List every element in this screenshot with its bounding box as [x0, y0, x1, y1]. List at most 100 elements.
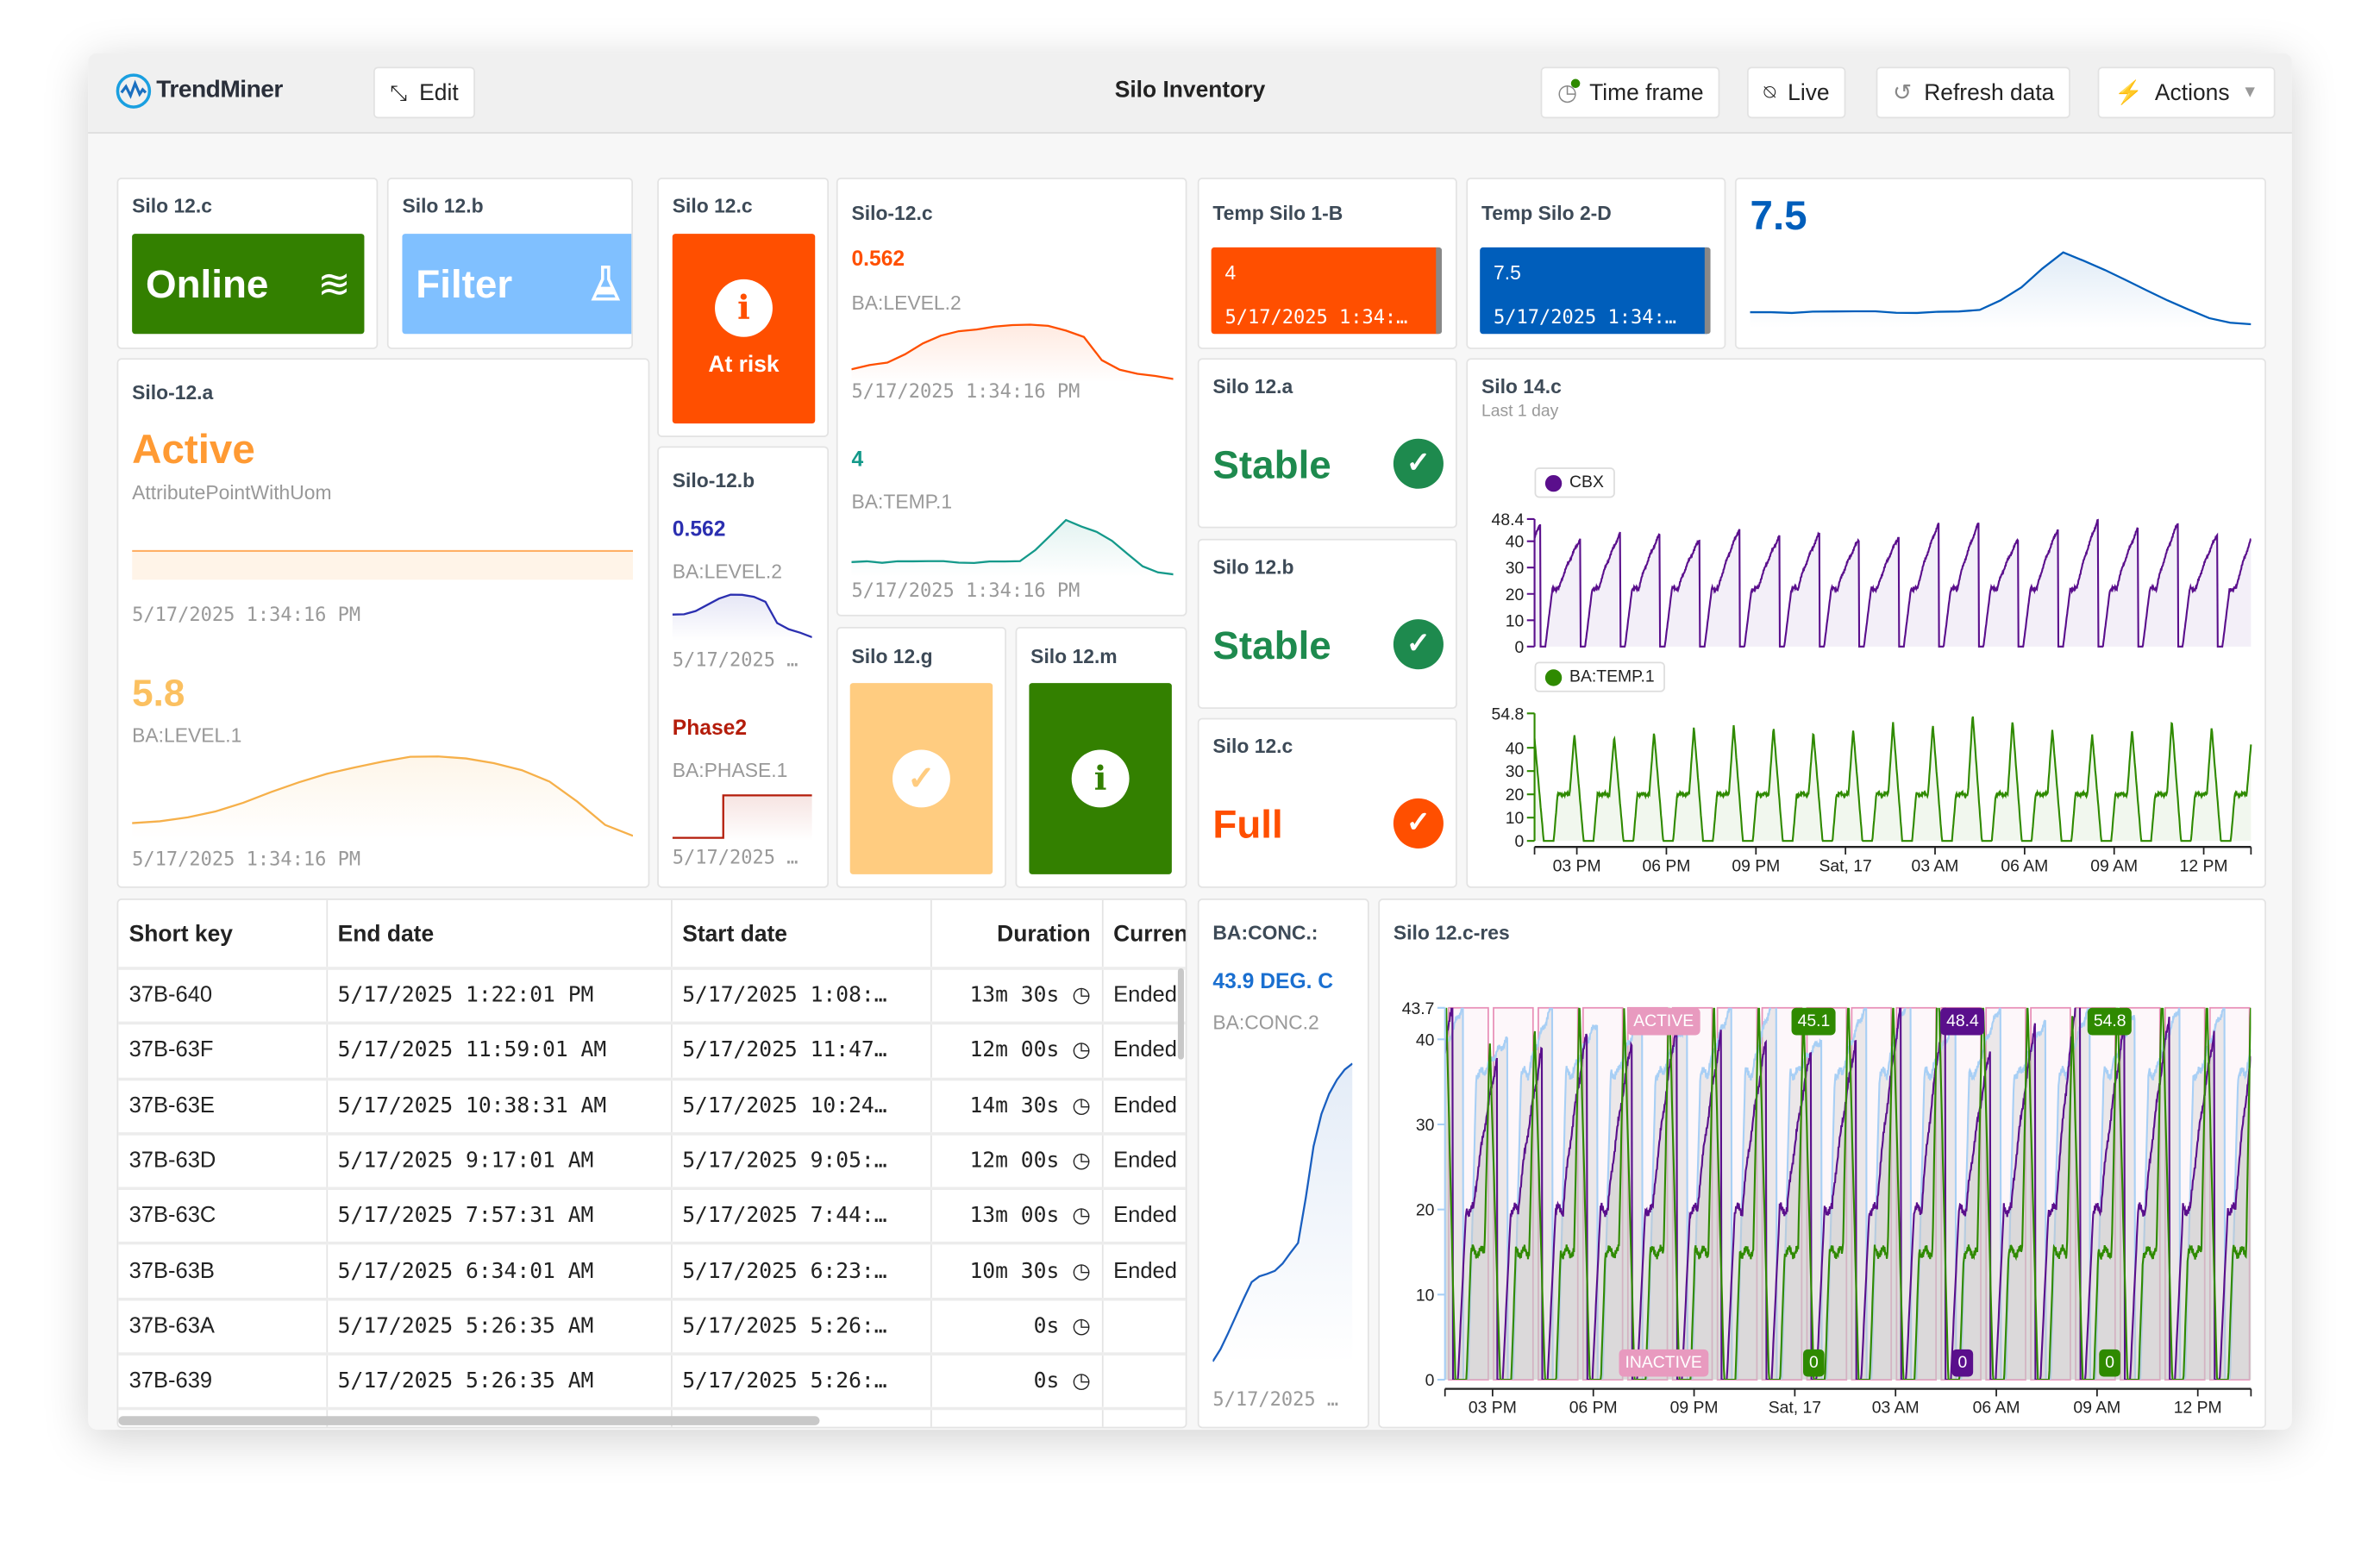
sparkline-line	[132, 755, 634, 837]
temp1-series-area	[1534, 716, 2252, 842]
silo-14c-chart: 48.4 40 30 20 10 0 54.8 40 30 20 10 0 03 PM 06 PM 09 P…	[1492, 510, 2252, 875]
temp1-sparkline	[851, 518, 1174, 577]
table-cell: 0s ◷	[930, 1299, 1103, 1356]
check-circle-icon: ✓	[1393, 619, 1444, 670]
table-row[interactable]: 37B-63D 5/17/2025 9:17:01 AM 5/17/2025 9:0…	[118, 1133, 1186, 1191]
tile-silo-12b-filter[interactable]: Silo 12.b Filter	[386, 177, 634, 349]
y-tick-label: 0	[1514, 638, 1524, 657]
legend-cbx[interactable]: CBX	[1534, 467, 1615, 498]
table-cell: 5/17/2025 10:24…	[671, 1078, 931, 1136]
table-cell: 13m 30s ◷	[930, 968, 1103, 1025]
tile-temp-silo-1b[interactable]: Temp Silo 1-B 4 5/17/2025 1:34:…	[1197, 177, 1457, 349]
table-cell: 5/17/2025 7:44:…	[671, 1188, 931, 1246]
tile-silo-12c-level[interactable]: Silo-12.c 0.562 BA:LEVEL.2 5/17/2025 1:3…	[836, 177, 1187, 617]
vertical-scrollbar[interactable]	[1177, 968, 1184, 1060]
tag-name: BA:LEVEL.1	[132, 723, 242, 748]
state-label: Full	[1212, 801, 1283, 848]
table-row[interactable]: 37B-63E 5/17/2025 10:38:31 AM 5/17/2025 10…	[118, 1078, 1186, 1136]
table-cell: 5/17/2025 5:26:…	[671, 1354, 931, 1411]
value: 0.562	[672, 516, 726, 541]
tile-silo-14c-chart[interactable]: Silo 14.c Last 1 day CBX BA:TEMP.1 48.4 4…	[1466, 358, 2266, 888]
events-table-panel[interactable]: Short key End date Start date Duration Curre…	[116, 899, 1187, 1429]
sparkline-line	[672, 794, 812, 839]
silo-12c-res-chart: 43.7 40 30 20 10 0 03 PM 06 PM 09 PM Sat, 17 03 AM…	[1402, 999, 2252, 1418]
time-frame-button[interactable]: ◷ Time frame	[1540, 66, 1720, 119]
y-tick-label: 43.7	[1402, 999, 1435, 1018]
min-value-label: 0	[2099, 1349, 2121, 1377]
sparkline	[1750, 251, 2252, 329]
y-tick-label: 40	[1506, 739, 1525, 758]
legend-temp1[interactable]: BA:TEMP.1	[1534, 661, 1666, 692]
live-button[interactable]: ⍉ Live	[1746, 66, 1847, 119]
clock-icon: ◷	[1072, 1314, 1091, 1339]
level2-sparkline	[672, 593, 812, 641]
check-circle-icon: ✓	[1393, 798, 1444, 849]
min-value-label: 0	[1803, 1349, 1825, 1377]
tile-silo-12c-full[interactable]: Silo 12.c Full ✓	[1197, 717, 1457, 888]
tile-silo-12a[interactable]: Silo-12.a Active AttributePointWithUom 5…	[116, 358, 650, 888]
status-block: i	[1029, 683, 1172, 874]
header: TrendMiner ⤡ Edit Silo Inventory ◷ Time fr…	[88, 53, 2292, 134]
tile-silo-12b-stable[interactable]: Silo 12.b Stable ✓	[1197, 538, 1457, 710]
legend-dot	[1544, 474, 1563, 492]
tile-temp-silo-2d[interactable]: Temp Silo 2-D 7.5 5/17/2025 1:34:…	[1466, 177, 1726, 349]
max-value-label: 48.4	[1940, 1007, 1985, 1036]
horizontal-scrollbar[interactable]	[118, 1416, 820, 1425]
x-tick-label: 09 PM	[1670, 1399, 1719, 1418]
tile-silo-12c-at-risk[interactable]: Silo 12.c i At risk	[657, 177, 830, 437]
tile-silo-12g[interactable]: Silo 12.g ✓	[836, 626, 1007, 888]
timestamp: 5/17/2025 1:34:16 PM	[132, 847, 361, 870]
table-cell: 5/17/2025 1:08:…	[671, 968, 931, 1025]
waves-icon: ≋	[317, 260, 351, 306]
actions-button[interactable]: ⚡ Actions ▼	[2097, 66, 2276, 119]
table-row[interactable]: 37B-640 5/17/2025 1:22:01 PM 5/17/2025 1:0…	[118, 968, 1186, 1025]
table-cell: 37B-63D	[118, 1133, 328, 1191]
attribute-name: AttributePointWithUom	[132, 480, 332, 504]
timestamp: 5/17/2025 …	[672, 648, 799, 672]
level2-sparkline	[851, 323, 1174, 383]
sparkline-area	[851, 520, 1174, 577]
flask-icon	[591, 266, 621, 301]
column-header[interactable]: End date	[326, 899, 672, 970]
tile-silo-12c-res-chart[interactable]: Silo 12.c-res 43.7 40 30 20 10 0 03 PM 06 PM 09 …	[1378, 899, 2266, 1429]
table-row[interactable]: 37B-639 5/17/2025 5:26:35 AM 5/17/2025 5:2…	[118, 1354, 1186, 1411]
table-cell: Ended	[1101, 1133, 1186, 1191]
table-row[interactable]: 37B-63F 5/17/2025 11:59:01 AM 5/17/2025 11…	[118, 1023, 1186, 1080]
column-header[interactable]: Start date	[671, 899, 931, 970]
tile-ba-conc[interactable]: BA:CONC.: 43.9 DEG. C BA:CONC.2 5/17/202…	[1197, 899, 1369, 1429]
clock-icon: ◷	[1557, 78, 1581, 106]
table-cell: 37B-63E	[118, 1078, 328, 1136]
x-tick-label: 03 PM	[1553, 856, 1601, 875]
column-header[interactable]: Duration	[930, 899, 1103, 970]
column-header[interactable]: Curren	[1101, 899, 1186, 970]
table-cell: 5/17/2025 5:26:…	[671, 1299, 931, 1356]
table-row[interactable]: 37B-63A 5/17/2025 5:26:35 AM 5/17/2025 5:2…	[118, 1299, 1186, 1356]
table-cell: 37B-63A	[118, 1299, 328, 1356]
tile-silo-12a-stable[interactable]: Silo 12.a Stable ✓	[1197, 358, 1457, 529]
state-label-inactive: INACTIVE	[1619, 1349, 1708, 1377]
tile-value-7-5[interactable]: 7.5	[1734, 177, 2266, 349]
tag-name: BA:LEVEL.2	[672, 560, 782, 583]
edit-button[interactable]: ⤡ Edit	[373, 66, 476, 119]
status-block-filter: Filter	[402, 234, 632, 335]
table-cell: Ended	[1101, 1243, 1186, 1301]
y-tick-label: 54.8	[1492, 704, 1525, 723]
table-cell: 5/17/2025 10:38:31 AM	[326, 1078, 672, 1136]
x-tick-label: Sat, 17	[1769, 1399, 1821, 1418]
events-table: Short key End date Start date Duration Curre…	[118, 899, 1186, 1427]
lightning-icon: ⚡	[2114, 80, 2143, 107]
table-cell: Ended	[1101, 1188, 1186, 1246]
tag-name: BA:PHASE.1	[672, 759, 788, 782]
tile-silo-12c-online[interactable]: Silo 12.c Online ≋	[116, 177, 379, 349]
table-cell: 37B-63B	[118, 1243, 328, 1301]
table-cell: 5/17/2025 9:17:01 AM	[326, 1133, 672, 1191]
value-block: 7.5 5/17/2025 1:34:…	[1480, 247, 1711, 335]
refresh-data-button[interactable]: ↺ Refresh data	[1876, 66, 2071, 119]
table-row[interactable]: 37B-63C 5/17/2025 7:57:31 AM 5/17/2025 7:4…	[118, 1188, 1186, 1246]
column-header[interactable]: Short key	[118, 899, 328, 970]
table-row[interactable]: 37B-63B 5/17/2025 6:34:01 AM 5/17/2025 6:2…	[118, 1243, 1186, 1301]
tile-silo-12b[interactable]: Silo-12.b 0.562 BA:LEVEL.2 5/17/2025 … P…	[657, 446, 830, 888]
table-cell: 12m 00s ◷	[930, 1133, 1103, 1191]
sparkline-area	[672, 795, 812, 842]
tile-silo-12m[interactable]: Silo 12.m i	[1015, 626, 1187, 888]
